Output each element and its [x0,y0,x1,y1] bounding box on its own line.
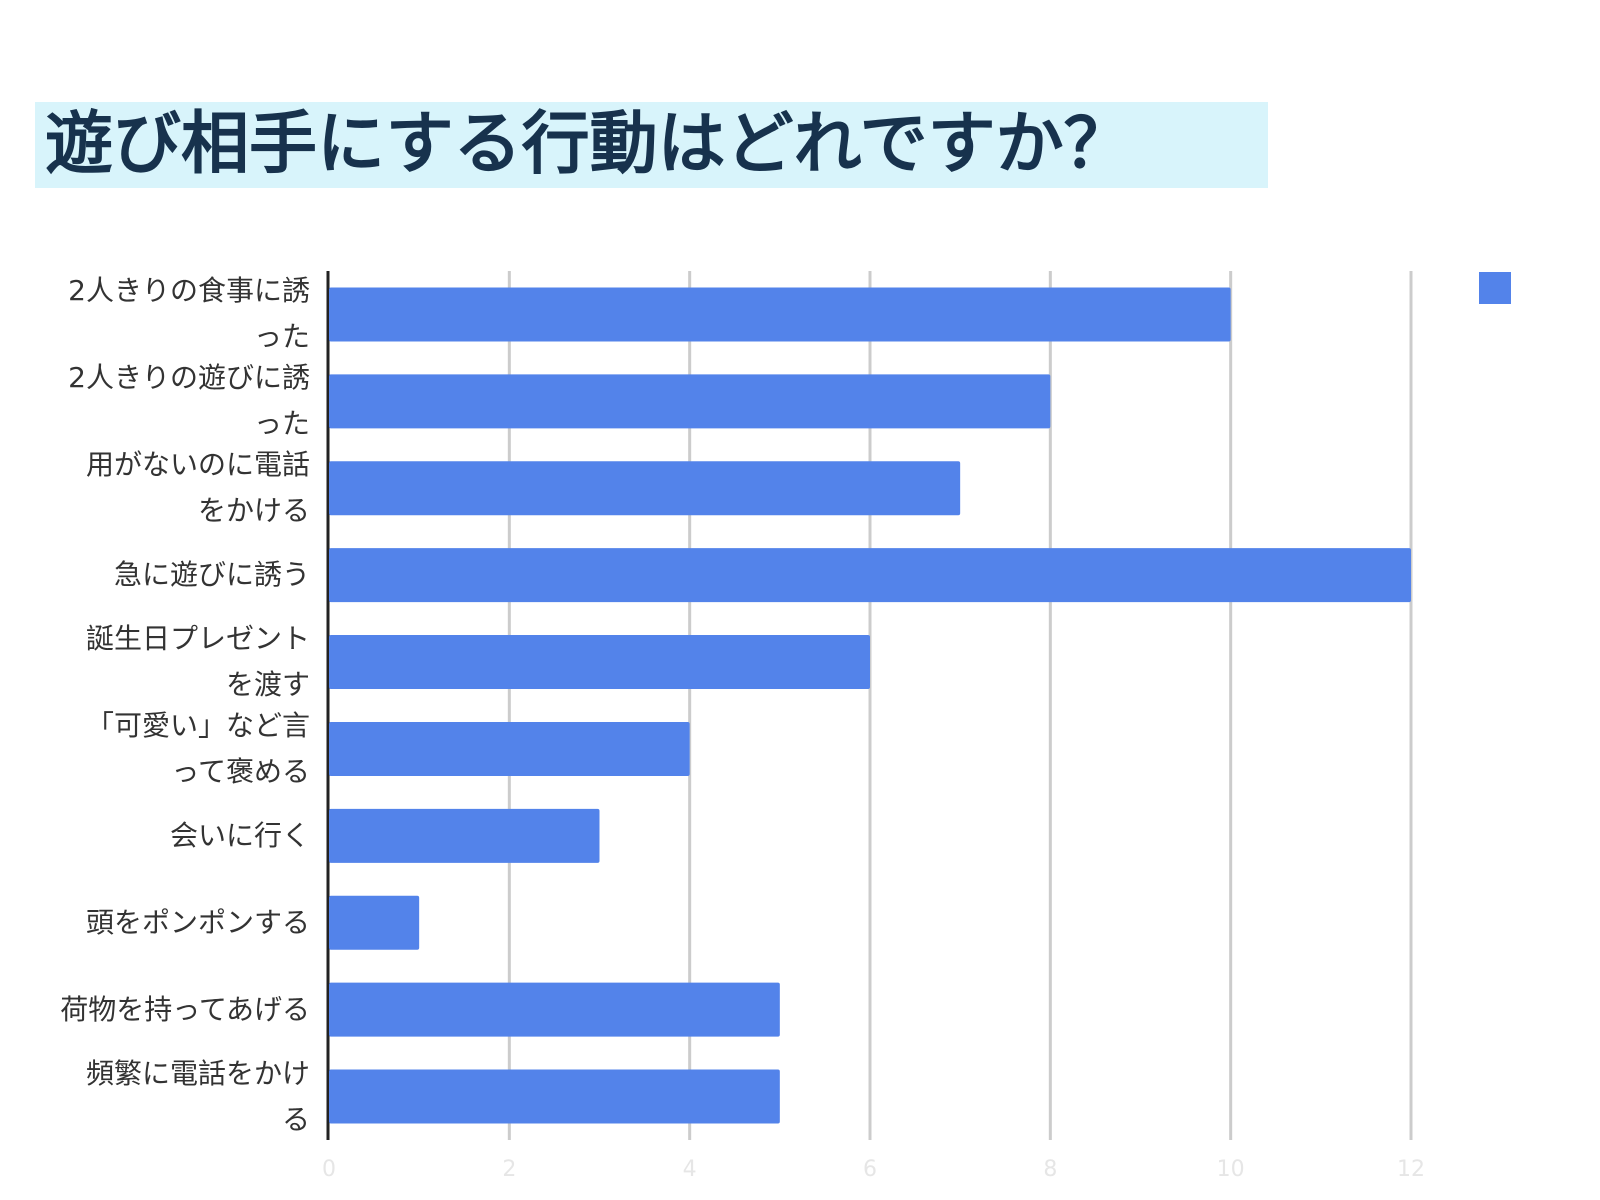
bar [329,374,1051,429]
x-tick-label: 10 [1217,1157,1245,1182]
bar [329,461,961,516]
bar [329,895,420,950]
y-tick-label: 急に遊びに誘う [113,558,310,592]
y-tick-label: 頭をポンポンする [85,905,310,939]
y-tick-label: 頻繁に電話をかける [85,1056,310,1136]
bar [329,287,1231,342]
chart-title: 遊び相手にする行動はどれですか？ [35,102,1268,188]
x-tick-label: 0 [322,1157,336,1182]
x-tick-label: 4 [683,1157,697,1182]
y-tick-label: 「可愛い」など言って褒める [85,708,310,788]
y-tick-label: 会いに行く [169,818,310,852]
x-tick-label: 6 [863,1157,877,1182]
bar [329,548,1411,603]
y-tick-label: 2人きりの食事に誘った [68,274,310,354]
x-tick-label: 8 [1043,1157,1057,1182]
x-tick-label: 12 [1397,1157,1425,1182]
bar [329,1069,780,1124]
bar [329,721,690,776]
bar [329,808,600,863]
legend-swatch [1479,272,1511,304]
y-tick-label: 用がないのに電話をかける [85,448,310,528]
bar [329,635,870,690]
y-tick-label: 荷物を持ってあげる [60,992,310,1026]
y-tick-label: 2人きりの遊びに誘った [68,361,310,441]
x-tick-label: 2 [502,1157,516,1182]
y-tick-label: 誕生日プレゼントを渡す [85,622,310,702]
bar [329,982,780,1037]
